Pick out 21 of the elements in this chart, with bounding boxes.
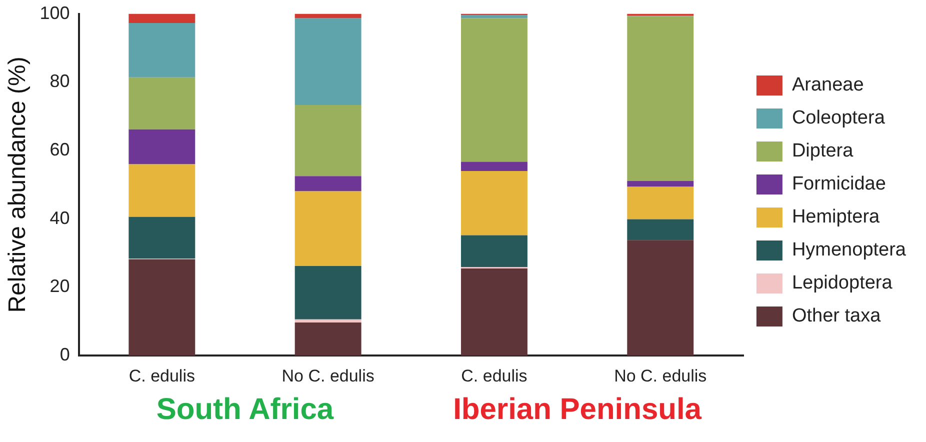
text: South Africa — [156, 393, 334, 427]
x-tick-label: C. edulis — [128, 366, 195, 386]
legend-label: Other taxa — [792, 306, 882, 327]
legend-label: Hymenoptera — [792, 240, 906, 261]
legend-label: Diptera — [792, 140, 854, 162]
y-tick-label: 20 — [50, 276, 70, 296]
y-tick-label: 0 — [60, 344, 70, 365]
x-tick-label: No C. edulis — [614, 366, 707, 386]
y-tick-label: 40 — [50, 208, 70, 228]
legend-label: Araneae — [792, 74, 864, 96]
x-tick-label: C. edulis — [461, 366, 528, 386]
y-tick-label: 100 — [40, 2, 70, 23]
y-tick-label: 60 — [50, 139, 70, 160]
legend-label: Coleoptera — [792, 108, 886, 129]
legend-label: Hemiptera — [792, 206, 880, 228]
x-tick-label: No C. edulis — [282, 366, 374, 386]
text: Iberian Peninsula — [453, 393, 702, 427]
legend-label: Formicidae — [792, 174, 886, 195]
y-axis-title: Relative abundance (%) — [4, 56, 32, 313]
legend-label: Lepidoptera — [792, 272, 893, 294]
y-tick-label: 80 — [50, 71, 70, 92]
